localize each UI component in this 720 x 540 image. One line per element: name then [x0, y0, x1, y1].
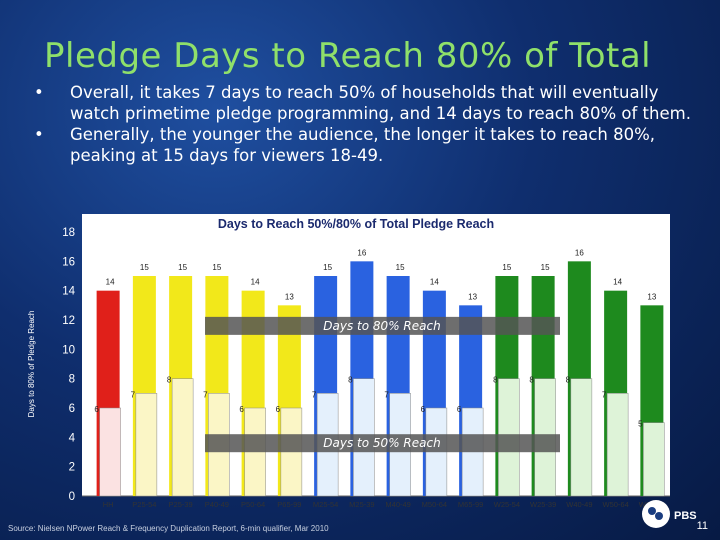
x-tick-label: P50-64 — [241, 500, 265, 509]
data-label-50: 8 — [348, 376, 353, 385]
data-label-80: 13 — [285, 292, 294, 301]
bar-50-reach — [606, 393, 629, 497]
bar-50-reach — [99, 407, 121, 497]
data-label-50: 7 — [131, 390, 136, 399]
y-tick-label: 10 — [62, 344, 75, 356]
data-label-50: 7 — [384, 390, 389, 399]
data-label-50: 7 — [312, 390, 317, 399]
annotation-band-50 — [205, 434, 560, 453]
y-tick-label: 4 — [69, 432, 76, 444]
data-label-50: 8 — [566, 376, 571, 385]
x-tick-label: P25-39 — [169, 500, 193, 509]
data-label-50: 8 — [167, 376, 172, 385]
data-label-50: 6 — [239, 405, 244, 414]
data-label-50: 5 — [638, 420, 643, 429]
data-label-80: 13 — [468, 292, 477, 301]
x-tick-label: P65-99 — [277, 500, 301, 509]
bar-50-reach — [135, 393, 158, 497]
x-tick-label: W40-49 — [566, 500, 592, 509]
chart-title: Days to Reach 50%/80% of Total Pledge Re… — [218, 217, 494, 231]
bullet-item: • Generally, the younger the audience, th… — [34, 124, 694, 166]
bullet-text: Overall, it takes 7 days to reach 50% of… — [70, 83, 691, 123]
chart-panel: Days to Reach 50%/80% of Total Pledge Re… — [20, 214, 710, 510]
annotation-band-80 — [205, 316, 560, 335]
x-tick-label: W50-64 — [602, 500, 628, 509]
y-tick-label: 18 — [62, 227, 75, 239]
y-tick-label: 2 — [69, 462, 75, 474]
data-label-50: 6 — [94, 405, 99, 414]
data-label-80: 15 — [323, 263, 332, 272]
data-label-80: 15 — [396, 263, 405, 272]
annotation-80-label: Days to 80% Reach — [323, 319, 440, 333]
y-axis-label: Days to 80% of Pledge Reach — [27, 311, 36, 418]
x-tick-label: P25-54 — [132, 500, 156, 509]
slide-title: Pledge Days to Reach 80% of Total — [44, 36, 652, 76]
y-tick-label: 6 — [69, 403, 75, 415]
x-tick-label: M65-99 — [458, 500, 483, 509]
y-tick-label: 12 — [62, 315, 75, 327]
data-label-50: 6 — [276, 405, 281, 414]
data-label-50: 7 — [602, 390, 607, 399]
data-label-80: 15 — [212, 263, 221, 272]
x-tick-label: M50-64 — [422, 500, 447, 509]
data-label-80: 15 — [178, 263, 187, 272]
pbs-logo-face — [648, 507, 656, 515]
y-tick-label: 14 — [62, 286, 75, 298]
x-tick-label: M25-39 — [349, 500, 374, 509]
x-tick-label: HH — [103, 500, 114, 509]
data-label-50: 8 — [529, 376, 534, 385]
bullet-dot-icon: • — [34, 125, 44, 144]
x-tick-label: W25-39 — [530, 500, 556, 509]
pbs-logo: PBS — [642, 500, 697, 528]
data-label-50: 8 — [493, 376, 498, 385]
bullet-dot-icon: • — [34, 83, 44, 102]
bar-50-reach — [570, 378, 593, 497]
data-label-80: 16 — [357, 248, 366, 257]
data-label-80: 13 — [647, 292, 656, 301]
annotation-50-label: Days to 50% Reach — [323, 436, 440, 450]
bar-chart: Days to Reach 50%/80% of Total Pledge Re… — [27, 214, 670, 509]
y-tick-label: 0 — [69, 491, 75, 503]
data-label-80: 14 — [251, 278, 260, 287]
data-label-80: 15 — [502, 263, 511, 272]
bullet-item: • Overall, it takes 7 days to reach 50% o… — [34, 82, 694, 124]
pbs-logo-face — [655, 512, 663, 520]
x-tick-label: M25-54 — [313, 500, 338, 509]
data-label-50: 6 — [457, 405, 462, 414]
bar-50-reach — [171, 378, 194, 497]
bullet-text: Generally, the younger the audience, the… — [70, 125, 656, 165]
data-label-80: 15 — [541, 263, 550, 272]
data-label-80: 15 — [140, 263, 149, 272]
bullet-list: • Overall, it takes 7 days to reach 50% o… — [34, 82, 694, 166]
pbs-logo-text: PBS — [674, 510, 697, 522]
data-label-80: 14 — [613, 278, 622, 287]
page-number: 11 — [696, 520, 708, 532]
data-label-80: 14 — [106, 278, 115, 287]
data-label-80: 14 — [430, 278, 439, 287]
data-label-50: 7 — [203, 390, 208, 399]
x-tick-label: P40-49 — [205, 500, 229, 509]
y-tick-label: 8 — [69, 374, 75, 386]
source-note: Source: Nielsen NPower Reach & Frequency… — [8, 524, 329, 533]
x-tick-label: W25-54 — [494, 500, 520, 509]
bar-50-reach — [643, 422, 665, 497]
y-tick-label: 16 — [62, 256, 75, 268]
data-label-80: 16 — [575, 248, 584, 257]
data-label-50: 6 — [421, 405, 426, 414]
x-tick-label: M40-49 — [385, 500, 410, 509]
